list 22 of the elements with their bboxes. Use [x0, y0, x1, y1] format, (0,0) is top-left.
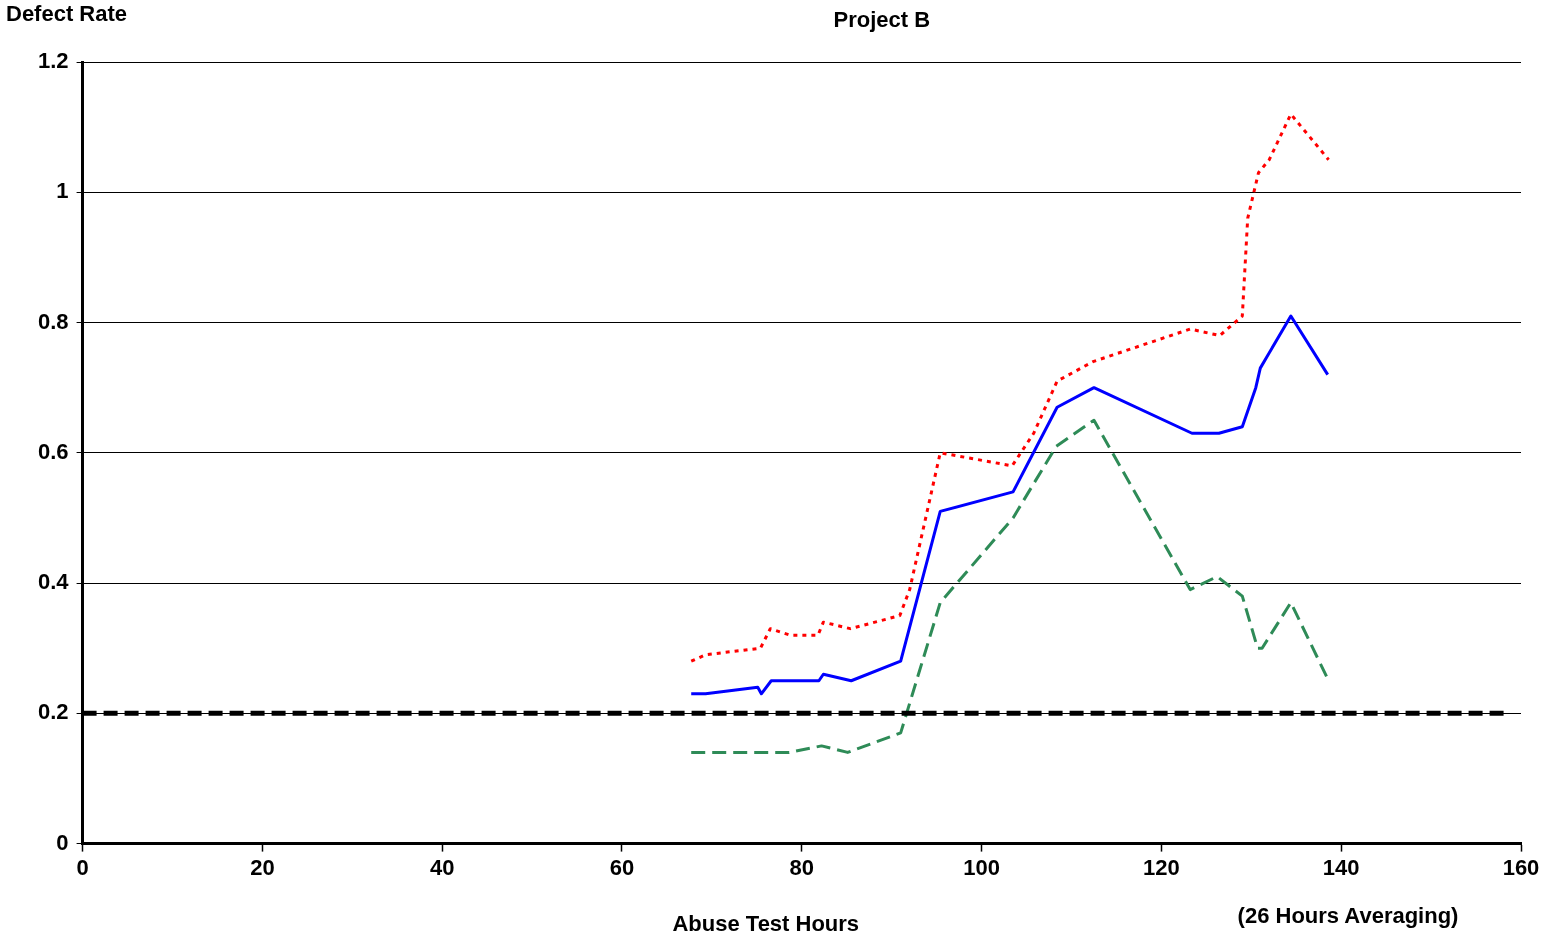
y-tick-label: 0.6 — [37, 438, 69, 464]
text: (26 Hours Averaging) — [1237, 903, 1459, 929]
y-tick-label: 1 — [56, 178, 69, 204]
y-tick-label: 0.4 — [37, 569, 70, 595]
x-tick-label: 20 — [250, 854, 275, 880]
x-tick-label: 60 — [609, 854, 635, 880]
y-axis-title: Defect Rate — [6, 1, 128, 27]
y-tick-label: 1.2 — [37, 48, 69, 74]
y-tick-label: 0.2 — [37, 699, 69, 725]
line-series — [689, 418, 1331, 754]
y-tick-label: 0.8 — [37, 308, 69, 334]
chart-title: Project B — [833, 7, 931, 33]
x-tick-label: 120 — [1143, 854, 1180, 880]
y-tick-label: 0 — [56, 829, 69, 855]
x-tick-label: 40 — [429, 854, 455, 880]
x-tick-label: 80 — [789, 854, 815, 880]
x-tick-label: 160 — [1502, 854, 1540, 880]
line-series — [689, 112, 1331, 663]
x-tick-label: 100 — [963, 854, 1000, 880]
x-axis-title: Abuse Test Hours — [672, 911, 860, 937]
x-tick-label: 140 — [1322, 854, 1360, 880]
x-tick-label: 0 — [76, 854, 89, 880]
